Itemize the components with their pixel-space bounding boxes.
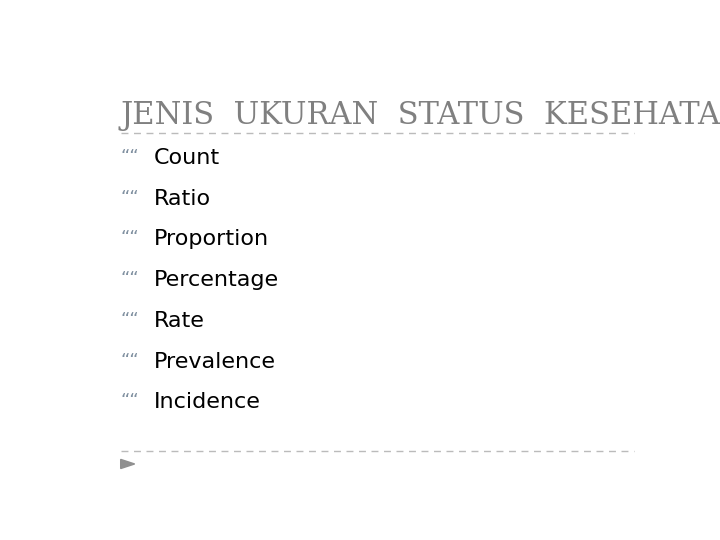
Text: Incidence: Incidence [154, 393, 261, 413]
Text: ““: ““ [121, 148, 140, 166]
Text: Rate: Rate [154, 311, 205, 331]
Text: Proportion: Proportion [154, 230, 269, 249]
Text: JENIS  UKURAN  STATUS  KESEHATAN: JENIS UKURAN STATUS KESEHATAN [121, 100, 720, 131]
Polygon shape [121, 460, 135, 469]
Text: ““: ““ [121, 393, 140, 410]
Text: Percentage: Percentage [154, 270, 279, 290]
Text: ““: ““ [121, 270, 140, 288]
Text: Prevalence: Prevalence [154, 352, 276, 372]
Text: ““: ““ [121, 188, 140, 207]
Text: ““: ““ [121, 311, 140, 329]
Text: ““: ““ [121, 230, 140, 247]
Text: ““: ““ [121, 352, 140, 370]
Text: Count: Count [154, 148, 220, 168]
Text: Ratio: Ratio [154, 188, 211, 208]
